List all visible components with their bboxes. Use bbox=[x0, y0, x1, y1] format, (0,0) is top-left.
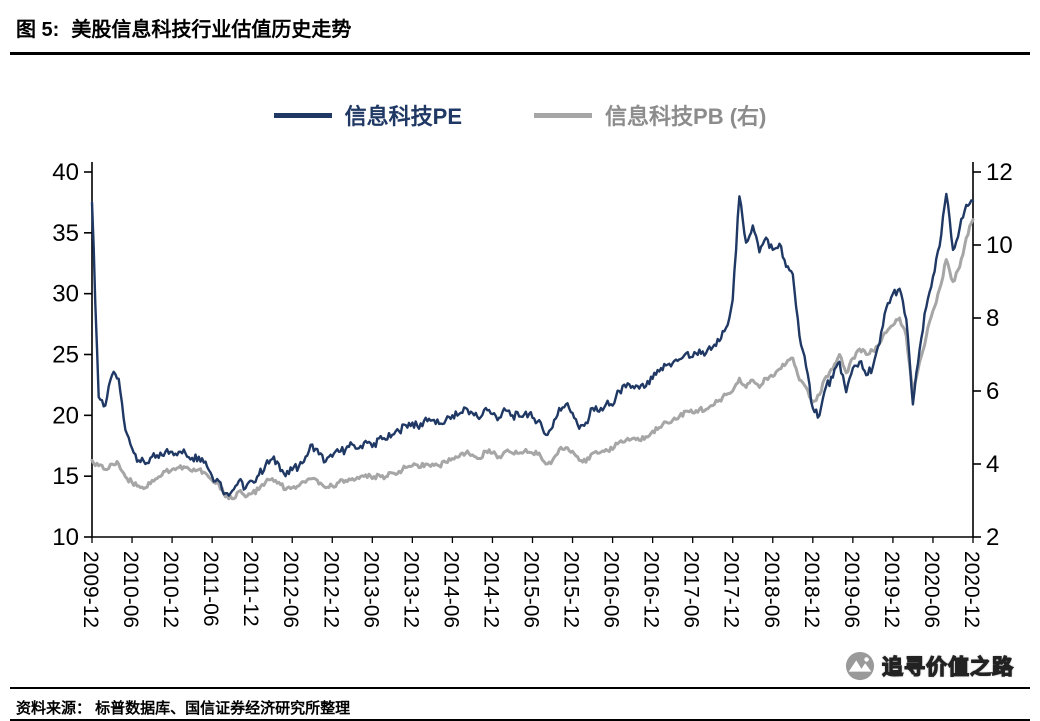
svg-text:10: 10 bbox=[986, 232, 1013, 259]
legend-label-pb: 信息科技PB (右) bbox=[605, 104, 767, 129]
svg-text:25: 25 bbox=[52, 342, 79, 369]
top-rule bbox=[10, 52, 1030, 55]
chart-legend: 信息科技PE 信息科技PB (右) bbox=[0, 99, 1040, 131]
svg-text:2016-06: 2016-06 bbox=[600, 551, 623, 628]
svg-text:2009-12: 2009-12 bbox=[79, 551, 102, 628]
svg-text:20: 20 bbox=[52, 402, 79, 429]
svg-text:2017-06: 2017-06 bbox=[680, 551, 703, 628]
pb-line-swatch bbox=[534, 112, 593, 118]
svg-text:2012-12: 2012-12 bbox=[319, 551, 342, 628]
svg-text:12: 12 bbox=[986, 159, 1013, 186]
svg-text:2015-06: 2015-06 bbox=[520, 551, 543, 628]
svg-text:35: 35 bbox=[52, 220, 79, 247]
svg-text:2020-12: 2020-12 bbox=[960, 551, 983, 628]
svg-text:2019-12: 2019-12 bbox=[880, 551, 903, 628]
svg-text:2010-06: 2010-06 bbox=[119, 551, 142, 628]
svg-text:6: 6 bbox=[986, 378, 999, 405]
figure-label: 图 5: bbox=[16, 19, 60, 41]
watermark: 追寻价值之路 bbox=[845, 651, 1014, 681]
svg-text:2011-06: 2011-06 bbox=[199, 551, 222, 627]
svg-text:2014-12: 2014-12 bbox=[479, 551, 502, 628]
svg-text:2013-12: 2013-12 bbox=[399, 551, 422, 628]
svg-text:30: 30 bbox=[52, 281, 79, 308]
svg-text:15: 15 bbox=[52, 463, 79, 490]
svg-text:2017-12: 2017-12 bbox=[720, 551, 743, 628]
valuation-line-chart: 10 15 20 25 30 35 40 2 4 6 8 10 12 2009-12 2010-06 2010… bbox=[52, 159, 1013, 628]
figure-title: 图 5: 美股信息科技行业估值历史走势 bbox=[16, 13, 351, 42]
footer-rule bbox=[10, 687, 1030, 689]
svg-text:2011-12: 2011-12 bbox=[239, 551, 262, 627]
source-note: 资料来源： 标普数据库、国信证券经济研究所整理 bbox=[16, 700, 351, 717]
watermark-text: 追寻价值之路 bbox=[881, 655, 1014, 679]
svg-text:2018-12: 2018-12 bbox=[800, 551, 823, 628]
svg-text:10: 10 bbox=[52, 524, 79, 551]
watermark-logo-icon bbox=[845, 651, 875, 681]
svg-text:2015-12: 2015-12 bbox=[560, 551, 583, 628]
svg-text:4: 4 bbox=[986, 451, 999, 478]
svg-text:2018-06: 2018-06 bbox=[760, 551, 783, 628]
svg-text:2010-12: 2010-12 bbox=[159, 551, 182, 628]
svg-text:40: 40 bbox=[52, 159, 79, 186]
pe-line-swatch bbox=[273, 112, 332, 118]
page-bottom-rule bbox=[10, 719, 1030, 721]
svg-text:2016-12: 2016-12 bbox=[640, 551, 663, 628]
legend-label-pe: 信息科技PE bbox=[344, 104, 463, 129]
svg-text:2: 2 bbox=[986, 524, 999, 551]
svg-text:2014-06: 2014-06 bbox=[439, 551, 462, 628]
legend-item-pe: 信息科技PE bbox=[273, 99, 463, 131]
page-title: 美股信息科技行业估值历史走势 bbox=[71, 19, 352, 41]
svg-text:2019-06: 2019-06 bbox=[840, 551, 863, 628]
svg-text:8: 8 bbox=[986, 305, 999, 332]
svg-text:2013-06: 2013-06 bbox=[359, 551, 382, 628]
svg-text:2012-06: 2012-06 bbox=[279, 551, 302, 628]
legend-item-pb: 信息科技PB (右) bbox=[534, 99, 766, 131]
svg-text:2020-06: 2020-06 bbox=[920, 551, 943, 628]
